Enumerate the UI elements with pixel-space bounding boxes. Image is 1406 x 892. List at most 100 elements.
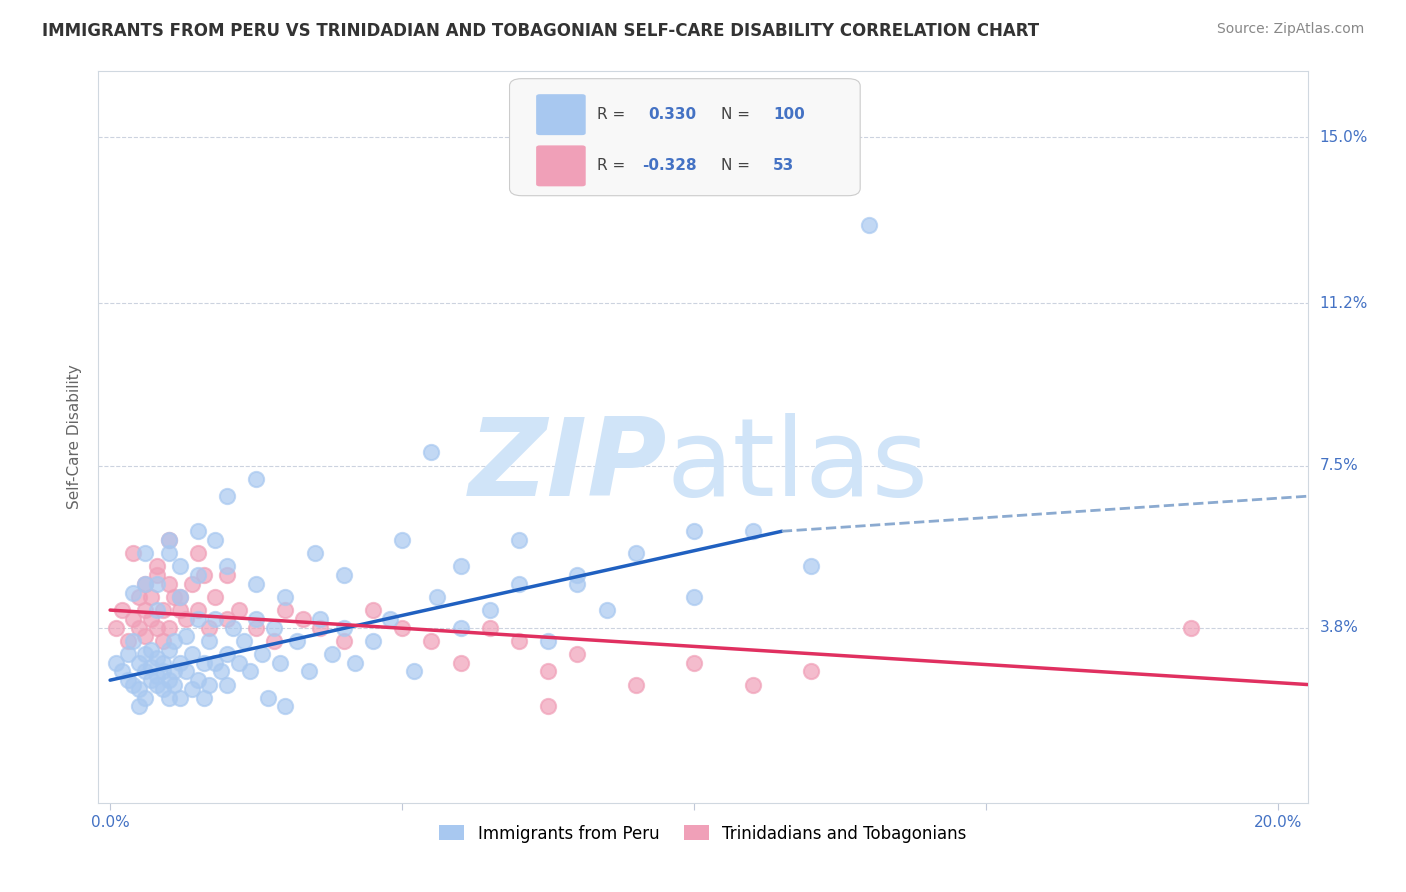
Point <box>193 568 215 582</box>
Point <box>450 559 472 574</box>
FancyBboxPatch shape <box>509 78 860 195</box>
FancyBboxPatch shape <box>536 145 586 186</box>
Point <box>169 656 191 670</box>
Point <box>169 559 191 574</box>
Point <box>122 612 145 626</box>
Point <box>146 621 169 635</box>
Point <box>228 603 250 617</box>
Point <box>169 590 191 604</box>
Point <box>567 576 589 591</box>
Point <box>134 576 156 591</box>
Point <box>157 533 180 547</box>
Point <box>139 660 162 674</box>
Point <box>187 612 209 626</box>
Point <box>508 533 530 547</box>
Point <box>198 633 221 648</box>
Point <box>683 656 706 670</box>
Text: N =: N = <box>721 159 755 173</box>
Text: -0.328: -0.328 <box>643 159 697 173</box>
Point <box>420 445 443 459</box>
Point <box>332 621 354 635</box>
Point <box>163 633 186 648</box>
Point <box>157 533 180 547</box>
Point <box>402 665 425 679</box>
Point <box>104 656 127 670</box>
Point <box>111 603 134 617</box>
Point <box>269 656 291 670</box>
Point <box>537 633 560 648</box>
Point <box>134 603 156 617</box>
Point <box>134 647 156 661</box>
Point <box>187 673 209 688</box>
Point <box>420 633 443 648</box>
Point <box>309 621 332 635</box>
Point <box>122 546 145 560</box>
Text: N =: N = <box>721 107 755 122</box>
Text: 11.2%: 11.2% <box>1320 296 1368 311</box>
Point <box>858 218 880 232</box>
Point <box>163 677 186 691</box>
Point <box>245 472 267 486</box>
FancyBboxPatch shape <box>536 95 586 136</box>
Point <box>157 642 180 657</box>
Point <box>741 677 763 691</box>
Text: Source: ZipAtlas.com: Source: ZipAtlas.com <box>1216 22 1364 37</box>
Text: 7.5%: 7.5% <box>1320 458 1358 473</box>
Point <box>152 656 174 670</box>
Text: 15.0%: 15.0% <box>1320 129 1368 145</box>
Point <box>139 642 162 657</box>
Y-axis label: Self-Care Disability: Self-Care Disability <box>67 365 83 509</box>
Point <box>309 612 332 626</box>
Point <box>139 590 162 604</box>
Point <box>595 603 617 617</box>
Point <box>204 533 226 547</box>
Point <box>128 699 150 714</box>
Text: 53: 53 <box>773 159 794 173</box>
Point <box>800 665 823 679</box>
Point <box>187 524 209 539</box>
Point <box>391 533 413 547</box>
Point <box>274 590 297 604</box>
Point <box>508 576 530 591</box>
Point <box>180 647 202 661</box>
Point <box>169 690 191 705</box>
Point <box>146 559 169 574</box>
Point <box>209 665 232 679</box>
Point <box>152 665 174 679</box>
Point <box>800 559 823 574</box>
Point <box>478 603 501 617</box>
Point <box>122 677 145 691</box>
Point <box>274 699 297 714</box>
Point <box>163 665 186 679</box>
Point <box>391 621 413 635</box>
Point <box>187 568 209 582</box>
Point <box>157 546 180 560</box>
Point <box>256 690 278 705</box>
Point <box>741 524 763 539</box>
Text: R =: R = <box>596 159 630 173</box>
Point <box>122 585 145 599</box>
Point <box>215 647 238 661</box>
Point <box>169 590 191 604</box>
Point <box>134 546 156 560</box>
Point <box>291 612 314 626</box>
Point <box>624 677 647 691</box>
Point <box>245 612 267 626</box>
Point <box>332 568 354 582</box>
Point <box>298 665 321 679</box>
Point <box>174 629 197 643</box>
Point <box>157 576 180 591</box>
Point <box>624 546 647 560</box>
Point <box>508 633 530 648</box>
Text: IMMIGRANTS FROM PERU VS TRINIDADIAN AND TOBAGONIAN SELF-CARE DISABILITY CORRELAT: IMMIGRANTS FROM PERU VS TRINIDADIAN AND … <box>42 22 1039 40</box>
Point <box>683 590 706 604</box>
Point <box>332 633 354 648</box>
Point <box>537 665 560 679</box>
Point <box>450 656 472 670</box>
Point <box>321 647 343 661</box>
Point <box>567 568 589 582</box>
Point <box>152 633 174 648</box>
Point <box>117 673 139 688</box>
Point <box>361 603 384 617</box>
Point <box>204 612 226 626</box>
